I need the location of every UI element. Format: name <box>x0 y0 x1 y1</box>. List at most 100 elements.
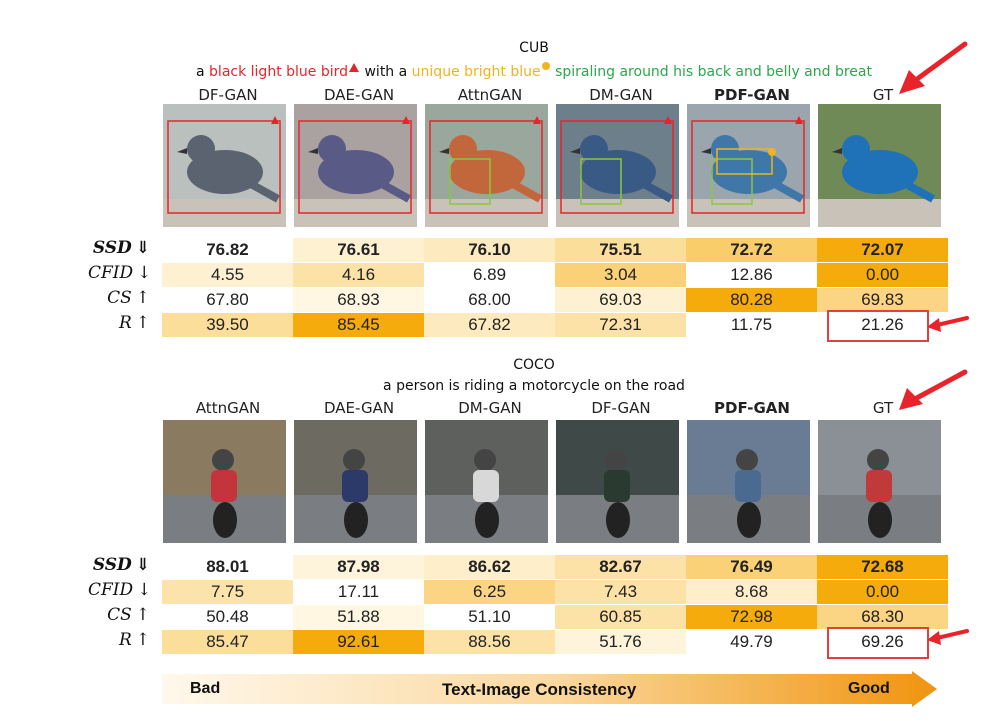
column-header: AttnGAN <box>195 399 261 417</box>
table-cell: 85.47 <box>162 630 293 654</box>
table-cell: 92.61 <box>293 630 424 654</box>
column-header: DF-GAN <box>591 399 651 417</box>
motorcycle-image <box>556 420 679 543</box>
coco-caption: a person is riding a motorcycle on the r… <box>383 378 685 394</box>
table-cell: 76.61 <box>293 238 424 262</box>
table-cell: 51.76 <box>555 630 686 654</box>
column-header: DM-GAN <box>589 86 653 104</box>
metric-name: CFID <box>88 263 134 283</box>
metric-arrow: ↑ <box>135 288 150 308</box>
bird-image <box>425 104 548 227</box>
caption-part-green: spiraling around his back and belly and … <box>550 64 872 80</box>
yellow-dot-icon <box>541 62 550 70</box>
table-cell: 88.01 <box>162 555 293 579</box>
table-cell: 7.43 <box>555 580 686 604</box>
consistency-scale-bar: Bad Text-Image Consistency Good <box>162 671 937 707</box>
table-cell: 3.04 <box>555 263 686 287</box>
metric-label: CFID ↓ <box>88 263 152 283</box>
metric-label: CS ↑ <box>88 288 150 308</box>
table-cell: 72.98 <box>686 605 817 629</box>
caption-part: a <box>196 64 210 80</box>
metric-arrow: ↓ <box>137 580 152 600</box>
red-arrow-icon <box>927 629 969 645</box>
metric-name: CS <box>107 288 132 308</box>
motorcycle-image <box>818 420 941 543</box>
table-cell: 68.93 <box>293 288 424 312</box>
caption-part-red: black light blue bird <box>209 64 349 80</box>
table-cell: 82.67 <box>555 555 686 579</box>
caption-part: with a <box>360 64 412 80</box>
column-header: DAE-GAN <box>323 86 395 104</box>
table-cell: 21.26 <box>817 313 948 337</box>
coco-title: COCO <box>513 357 555 373</box>
caption-part-yellow: unique bright blue <box>411 64 541 80</box>
table-cell: 68.30 <box>817 605 948 629</box>
bird-image <box>687 104 810 227</box>
metric-name: SSD <box>92 555 132 575</box>
column-header: GT <box>872 86 894 104</box>
metric-arrow: ↑ <box>135 605 150 625</box>
table-cell: 6.25 <box>424 580 555 604</box>
red-arrow-icon <box>927 316 969 332</box>
highlight-box <box>827 627 929 659</box>
column-header: DAE-GAN <box>323 399 395 417</box>
table-cell: 50.48 <box>162 605 293 629</box>
column-header: DM-GAN <box>458 399 522 417</box>
bird-image <box>294 104 417 227</box>
metric-arrow: ↓ <box>137 263 152 283</box>
table-cell: 39.50 <box>162 313 293 337</box>
table-cell: 67.82 <box>424 313 555 337</box>
table-cell: 76.82 <box>162 238 293 262</box>
metric-arrow: ⇓ <box>135 238 150 258</box>
table-cell: 87.98 <box>293 555 424 579</box>
table-cell: 12.86 <box>686 263 817 287</box>
table-cell: 76.49 <box>686 555 817 579</box>
red-arrow-icon <box>899 369 968 410</box>
cub-caption: a black light blue bird with a unique br… <box>0 62 984 80</box>
table-cell: 76.10 <box>424 238 555 262</box>
motorcycle-image <box>294 420 417 543</box>
table-cell: 72.07 <box>817 238 948 262</box>
column-header: PDF-GAN <box>714 399 790 417</box>
column-header: PDF-GAN <box>714 86 790 104</box>
table-cell: 69.26 <box>817 630 948 654</box>
table-cell: 7.75 <box>162 580 293 604</box>
table-cell: 11.75 <box>686 313 817 337</box>
table-cell: 72.72 <box>686 238 817 262</box>
table-cell: 0.00 <box>817 263 948 287</box>
metric-label: CS ↑ <box>88 605 150 625</box>
metric-name: SSD <box>92 238 132 258</box>
metric-name: CFID <box>88 580 134 600</box>
metric-label: R ↑ <box>88 313 150 333</box>
metric-label: CFID ↓ <box>88 580 152 600</box>
motorcycle-image <box>687 420 810 543</box>
highlight-box <box>827 310 929 342</box>
metric-name: R <box>118 313 132 333</box>
table-cell: 85.45 <box>293 313 424 337</box>
table-cell: 8.68 <box>686 580 817 604</box>
table-cell: 6.89 <box>424 263 555 287</box>
cub-title: CUB <box>519 40 549 56</box>
table-cell: 69.83 <box>817 288 948 312</box>
table-cell: 68.00 <box>424 288 555 312</box>
scale-title: Text-Image Consistency <box>442 680 637 699</box>
table-cell: 72.68 <box>817 555 948 579</box>
table-cell: 67.80 <box>162 288 293 312</box>
column-header: GT <box>872 399 894 417</box>
metric-arrow: ⇓ <box>135 555 150 575</box>
metric-label: SSD ⇓ <box>88 555 150 575</box>
bird-image <box>818 104 941 227</box>
metric-label: SSD ⇓ <box>88 238 150 258</box>
table-cell: 4.16 <box>293 263 424 287</box>
metric-arrow: ↑ <box>135 630 150 650</box>
red-arrow-icon <box>899 41 968 94</box>
metric-arrow: ↑ <box>135 313 150 333</box>
column-header: AttnGAN <box>457 86 523 104</box>
table-cell: 4.55 <box>162 263 293 287</box>
table-cell: 51.88 <box>293 605 424 629</box>
metric-label: R ↑ <box>88 630 150 650</box>
table-cell: 72.31 <box>555 313 686 337</box>
bird-image <box>163 104 286 227</box>
bird-image <box>556 104 679 227</box>
motorcycle-image <box>425 420 548 543</box>
